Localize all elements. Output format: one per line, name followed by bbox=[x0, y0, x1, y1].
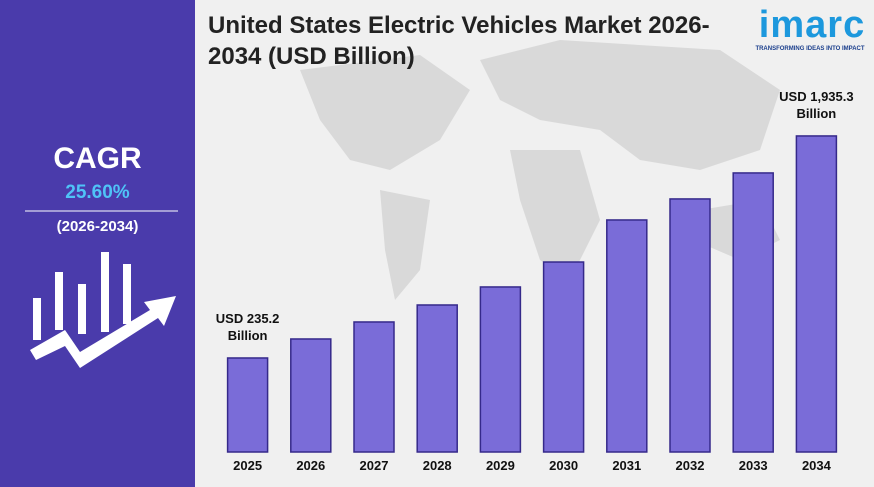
growth-icon bbox=[25, 210, 178, 368]
bar bbox=[606, 219, 648, 453]
cagr-label: CAGR bbox=[53, 142, 142, 175]
x-tick-label: 2025 bbox=[233, 458, 262, 473]
bar bbox=[353, 321, 395, 453]
bar bbox=[416, 304, 458, 453]
x-tick-label: 2028 bbox=[423, 458, 452, 473]
bar bbox=[795, 135, 838, 453]
x-tick-label: 2027 bbox=[360, 458, 389, 473]
x-tick-label: 2029 bbox=[486, 458, 515, 473]
value-label: USD 1,935.3 Billion bbox=[779, 88, 854, 121]
logo: imarc bbox=[758, 4, 866, 46]
bar bbox=[732, 172, 774, 453]
bar bbox=[226, 357, 269, 453]
x-tick-label: 2032 bbox=[676, 458, 705, 473]
x-tick-label: 2030 bbox=[549, 458, 578, 473]
world-map bbox=[300, 40, 780, 300]
x-tick-label: 2033 bbox=[739, 458, 768, 473]
bar bbox=[542, 261, 585, 453]
bar bbox=[479, 286, 522, 453]
x-tick-label: 2026 bbox=[296, 458, 325, 473]
x-tick-label: 2034 bbox=[802, 458, 832, 473]
bar bbox=[669, 198, 711, 453]
chart-title: United States Electric Vehicles Market 2… bbox=[208, 12, 710, 70]
cagr-panel bbox=[0, 0, 195, 487]
logo-tagline: TRANSFORMING IDEAS INTO IMPACT bbox=[755, 46, 865, 52]
bar bbox=[290, 338, 332, 453]
x-tick-label: 2031 bbox=[612, 458, 641, 473]
cagr-period: (2026-2034) bbox=[56, 218, 139, 235]
cagr-value: 25.60% bbox=[65, 182, 130, 203]
value-label: USD 235.2 Billion bbox=[215, 310, 280, 343]
